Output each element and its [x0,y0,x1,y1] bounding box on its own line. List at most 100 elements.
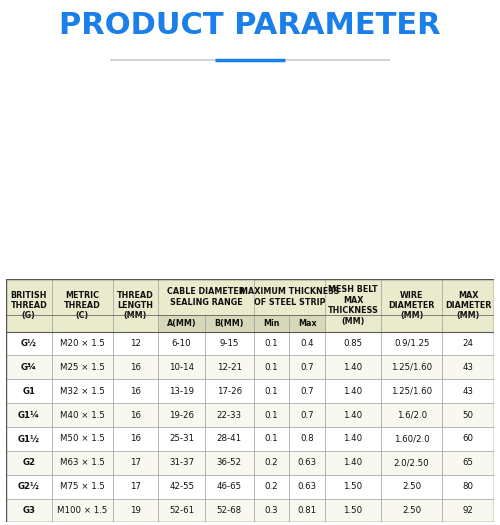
Text: G2: G2 [22,458,36,467]
Text: 9-15: 9-15 [220,339,239,348]
Bar [6,499,52,522]
Text: 36-52: 36-52 [217,458,242,467]
Text: Max: Max [298,319,316,328]
Bar [442,379,494,403]
Bar [254,279,325,314]
Text: 50: 50 [462,411,473,419]
Text: Min: Min [264,319,280,328]
Bar [6,403,52,427]
Text: MAXIMUM THICKNESS
OF STEEL STRIP: MAXIMUM THICKNESS OF STEEL STRIP [240,287,339,307]
Bar [325,332,381,355]
Bar [52,355,112,379]
Bar [442,427,494,451]
Text: G2½: G2½ [18,482,40,491]
Text: 0.7: 0.7 [300,363,314,372]
Bar [205,332,254,355]
Bar [254,451,290,475]
Text: 0.7: 0.7 [300,411,314,419]
Bar [52,379,112,403]
Text: 46-65: 46-65 [217,482,242,491]
Text: 1.25/1.60: 1.25/1.60 [391,363,432,372]
Text: METRIC
THREAD
(C): METRIC THREAD (C) [64,290,100,320]
Text: 10-14: 10-14 [169,363,194,372]
Bar [205,451,254,475]
Text: M32 × 1.5: M32 × 1.5 [60,387,104,396]
Bar [6,379,52,403]
Text: 0.9/1.25: 0.9/1.25 [394,339,430,348]
Text: 2.50: 2.50 [402,482,421,491]
Text: 24: 24 [462,339,473,348]
Text: 0.4: 0.4 [300,339,314,348]
Bar [158,279,254,314]
Text: G½: G½ [21,339,36,348]
Text: 0.1: 0.1 [264,363,278,372]
Text: G1½: G1½ [18,434,40,444]
Bar [205,314,254,332]
Bar [158,379,205,403]
Text: G3: G3 [22,506,36,515]
Bar [112,355,158,379]
Bar [381,332,442,355]
Bar [254,332,290,355]
Bar [52,332,112,355]
Text: 42-55: 42-55 [169,482,194,491]
Bar [6,332,52,355]
Text: G1¼: G1¼ [18,411,40,419]
Text: 1.60/2.0: 1.60/2.0 [394,434,430,444]
Bar [290,403,325,427]
Bar [325,379,381,403]
Bar [381,427,442,451]
Text: WIRE
DIAMETER
(MM): WIRE DIAMETER (MM) [388,290,435,320]
Bar [290,379,325,403]
Text: CABLE DIAMETER
SEALING RANGE: CABLE DIAMETER SEALING RANGE [167,287,245,307]
Text: 25-31: 25-31 [169,434,194,444]
Bar [112,332,158,355]
Text: M63 × 1.5: M63 × 1.5 [60,458,104,467]
Text: 0.63: 0.63 [298,482,316,491]
Bar [442,355,494,379]
Bar [381,279,442,332]
Bar [254,314,290,332]
Text: 2.50: 2.50 [402,506,421,515]
Text: M100 × 1.5: M100 × 1.5 [57,506,108,515]
Bar [290,314,325,332]
Bar [205,499,254,522]
Text: 0.1: 0.1 [264,411,278,419]
Text: 16: 16 [130,411,141,419]
Text: G¾: G¾ [21,363,37,372]
Text: 52-61: 52-61 [169,506,194,515]
Bar [442,499,494,522]
Text: 0.85: 0.85 [344,339,362,348]
Text: 1.50: 1.50 [344,482,362,491]
Bar [112,279,158,332]
Text: 16: 16 [130,387,141,396]
Bar [442,332,494,355]
Bar [381,475,442,499]
Bar [290,475,325,499]
Text: 1.25/1.60: 1.25/1.60 [391,387,432,396]
Text: BRITISH
THREAD
(G): BRITISH THREAD (G) [10,290,47,320]
Bar [442,475,494,499]
Bar [442,403,494,427]
Text: 2.0/2.50: 2.0/2.50 [394,458,430,467]
Bar [205,403,254,427]
Bar [158,332,205,355]
Text: 1.6/2.0: 1.6/2.0 [396,411,426,419]
Bar [254,355,290,379]
Text: 0.7: 0.7 [300,387,314,396]
Text: THREAD
LENGTH
(MM): THREAD LENGTH (MM) [117,290,154,320]
Bar [6,427,52,451]
Text: PRODUCT PARAMETER: PRODUCT PARAMETER [59,12,441,40]
Text: 1.40: 1.40 [344,458,362,467]
Text: 1.40: 1.40 [344,363,362,372]
Bar [254,379,290,403]
Bar [254,475,290,499]
Bar [325,403,381,427]
Text: 43: 43 [462,387,473,396]
Bar [325,451,381,475]
Bar [158,314,205,332]
Bar [6,355,52,379]
Bar [52,475,112,499]
Bar [381,379,442,403]
Text: 1.40: 1.40 [344,434,362,444]
